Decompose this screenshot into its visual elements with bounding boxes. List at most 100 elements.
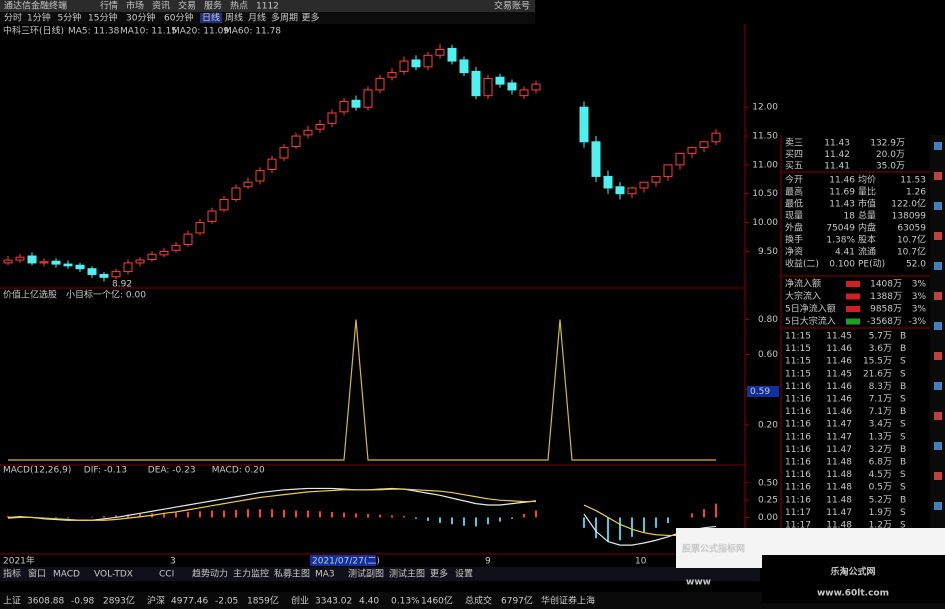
flow-label: 净流入额 [785, 278, 821, 290]
tick-side: B [900, 382, 906, 392]
index-pct: 0.13% [391, 597, 420, 607]
candle-body [159, 250, 169, 256]
stat-label: 流通 [858, 246, 876, 258]
macd-tick-label: 0.25 [758, 496, 778, 506]
tick-price: 11.45 [826, 332, 852, 342]
total-amount: 6797亿 [501, 595, 533, 607]
candle-body [39, 261, 49, 264]
tool-icon[interactable] [934, 172, 942, 180]
tool-icon[interactable] [934, 142, 942, 150]
candle-body [219, 198, 229, 211]
candle-body [291, 135, 301, 147]
candle-body [387, 72, 397, 78]
indicator-tab[interactable]: 指标 [3, 568, 21, 580]
tool-icon[interactable] [934, 352, 942, 360]
tick-volume: 1.9万 [869, 508, 892, 518]
stat-value: 138099 [892, 212, 927, 222]
stat-value: 1.26 [906, 188, 926, 198]
candle-body [231, 187, 241, 200]
tick-side: S [900, 483, 906, 493]
tick-time: 11:16 [785, 495, 811, 505]
indicator-tab[interactable]: 测试副图 [348, 568, 384, 580]
menu-item[interactable]: 资讯 [152, 1, 170, 12]
menu-item[interactable]: 市场 [126, 0, 144, 12]
candle-body [603, 175, 613, 189]
account-menu[interactable]: 交易账号 [494, 0, 530, 12]
period-tab[interactable]: 1分钟 [27, 12, 51, 24]
candle-body [411, 59, 421, 68]
menu-item[interactable]: 行情 [100, 0, 118, 12]
period-tab[interactable]: 日线 [202, 12, 220, 24]
period-tab[interactable]: 分时 [4, 12, 22, 24]
menu-item[interactable]: 交易 [178, 0, 196, 12]
tick-side: B [900, 445, 906, 455]
period-tab[interactable]: 15分钟 [88, 12, 117, 24]
tick-side: S [900, 369, 906, 379]
candle-body [423, 54, 433, 68]
candle-body [519, 89, 529, 97]
price-tick-label: 10.00 [752, 218, 778, 228]
tick-volume: 3.2万 [869, 445, 892, 455]
period-tab[interactable]: 30分钟 [126, 12, 155, 24]
period-tab[interactable]: 5分钟 [58, 12, 82, 24]
tool-icon[interactable] [934, 202, 942, 210]
indicator-tab[interactable]: VOL-TDX [94, 570, 133, 580]
period-tab[interactable]: 更多 [302, 12, 320, 24]
candle-body [327, 112, 337, 124]
tool-icon[interactable] [934, 232, 942, 240]
index-price: 3343.02 [315, 597, 352, 607]
indicator-tab[interactable]: MA3 [315, 570, 335, 580]
tool-icon[interactable] [934, 292, 942, 300]
stat-value: 122.0亿 [891, 198, 926, 210]
tool-icon[interactable] [934, 442, 942, 450]
tool-icon[interactable] [934, 262, 942, 270]
book-price: 11.41 [824, 162, 850, 172]
tick-side: B [900, 332, 906, 342]
period-bar [0, 12, 535, 24]
tool-icon[interactable] [934, 412, 942, 420]
indicator-tab[interactable]: 测试主图 [389, 568, 425, 580]
book-label: 买四 [785, 149, 803, 160]
candle-body [627, 187, 637, 195]
candle-body [375, 77, 385, 91]
index-change: 4.40 [359, 597, 379, 607]
indicator-tab[interactable]: MACD [53, 570, 80, 580]
tool-icon[interactable] [934, 472, 942, 480]
candle-body [579, 106, 589, 143]
period-tab[interactable]: 60分钟 [164, 12, 193, 24]
tool-icon[interactable] [934, 502, 942, 510]
macd-tick-label: 0.00 [758, 513, 778, 523]
tool-icon[interactable] [934, 382, 942, 390]
indicator-tick-label: 0.60 [758, 350, 778, 360]
ma-value: MA60: 11.78 [224, 27, 281, 37]
candle-body [3, 259, 13, 264]
book-price: 11.42 [824, 150, 850, 160]
indicator-tab[interactable]: 窗口 [28, 568, 46, 580]
candle-body [171, 245, 181, 251]
period-tab[interactable]: 周线 [225, 12, 243, 24]
indicator-tab[interactable]: 设置 [455, 569, 473, 580]
flow-value: 1388万 [870, 292, 902, 302]
period-tab[interactable]: 多周期 [271, 12, 298, 24]
candle-body [243, 181, 253, 188]
status-bar [0, 592, 945, 609]
candle-body [651, 175, 661, 183]
menu-item[interactable]: 服务 [204, 0, 222, 12]
period-tab[interactable]: 月线 [248, 12, 266, 24]
candle-body [363, 89, 373, 108]
tool-icon[interactable] [934, 322, 942, 330]
indicator-tab[interactable]: 主力监控 [233, 568, 269, 580]
indicator-tab[interactable]: CCI [159, 570, 174, 580]
candle-body [87, 268, 97, 275]
indicator-tab[interactable]: 私募主图 [274, 568, 310, 580]
site-url: www.60lt.com [817, 589, 889, 599]
menu-item[interactable]: 热点 [230, 0, 248, 12]
app-title: 通达信金融终端 [4, 0, 67, 12]
indicator-tab[interactable]: 更多 [430, 568, 448, 580]
stat-value: 75049 [826, 224, 855, 234]
tick-volume: 7.1万 [869, 407, 892, 417]
candle-body [687, 147, 697, 154]
tick-volume: 0.5万 [869, 483, 892, 493]
menu-item[interactable]: 1112 [256, 2, 279, 12]
indicator-tab[interactable]: 趋势动力 [192, 568, 228, 580]
